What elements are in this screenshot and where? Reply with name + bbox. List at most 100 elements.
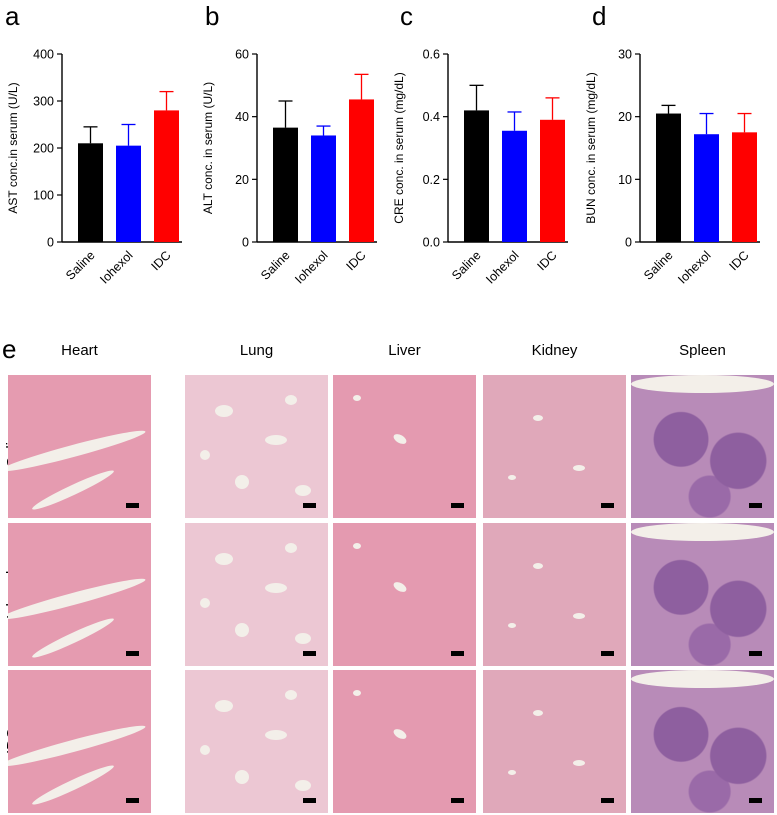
y-tick-label: 0.6 [423, 48, 440, 62]
bar-saline [273, 127, 298, 242]
y-tick-label: 30 [618, 48, 632, 62]
bar-idc [732, 132, 757, 242]
y-axis-label: BUN conc. in serum (mg/dL) [584, 72, 598, 223]
scale-bar [126, 651, 139, 656]
histology-idc-lung [185, 670, 328, 813]
scale-bar [451, 798, 464, 803]
histology-saline-liver [333, 375, 476, 518]
scale-bar [303, 651, 316, 656]
histology-idc-kidney [483, 670, 626, 813]
histology-idc-spleen [631, 670, 774, 813]
tissue-lumen [285, 395, 297, 405]
tissue-lumen [235, 475, 249, 489]
bar-iohexol [694, 134, 719, 242]
y-axis-label: CRE conc. in serum (mg/dL) [392, 72, 406, 223]
tissue-lumen [30, 761, 116, 809]
chart-a: a 0 100 200 300 400 AST conc.in serum (U/L) Sal… [5, 1, 182, 287]
tissue-lumen [533, 415, 543, 421]
category-label: Saline [63, 248, 98, 283]
tissue-lumen [235, 770, 249, 784]
histology-iohexol-spleen [631, 523, 774, 666]
panel-letter-d: d [592, 1, 606, 31]
column-header-heart: Heart [61, 342, 98, 359]
histology-saline-heart [8, 375, 151, 518]
y-tick-label: 0.0 [423, 236, 440, 250]
tissue-lumen [285, 543, 297, 553]
category-label: Iohexol [292, 248, 330, 286]
tissue-lumen [8, 573, 147, 625]
tissue-lumen [508, 623, 516, 628]
scale-bar [601, 503, 614, 508]
y-tick-label: 200 [33, 142, 54, 156]
tissue-lumen [508, 770, 516, 775]
tissue-lumen [295, 485, 311, 496]
column-header-kidney: Kidney [531, 342, 578, 359]
tissue-lumen [215, 405, 233, 417]
tissue-lumen [391, 727, 409, 741]
y-axis-label: AST conc.in serum (U/L) [6, 82, 20, 213]
tissue-lumen [30, 614, 116, 662]
scale-bar [303, 503, 316, 508]
histology-iohexol-lung [185, 523, 328, 666]
tissue-lumen [353, 395, 361, 401]
scale-bar [749, 798, 762, 803]
tissue-lumen [295, 780, 311, 791]
y-tick-label: 40 [235, 110, 249, 124]
tissue-lumen [573, 613, 585, 619]
category-label: IDC [343, 248, 368, 273]
bar-iohexol [502, 130, 527, 242]
tissue-lumen [631, 523, 774, 541]
category-label: Iohexol [97, 248, 135, 286]
y-tick-label: 20 [618, 110, 632, 124]
category-label: IDC [148, 248, 173, 273]
y-tick-label: 0.4 [423, 110, 440, 124]
scale-bar [749, 503, 762, 508]
histology-iohexol-liver [333, 523, 476, 666]
tissue-lumen [200, 598, 210, 608]
chart-b: b 0 20 40 60 ALT conc. in serum (U/L) Saline Io… [201, 1, 377, 287]
tissue-lumen [30, 466, 116, 514]
bar-iohexol [116, 145, 141, 242]
y-tick-label: 0 [625, 236, 632, 250]
bar-idc [349, 99, 374, 242]
tissue-lumen [235, 623, 249, 637]
panel-letter-a: a [5, 1, 20, 31]
tissue-lumen [295, 633, 311, 644]
scale-bar [451, 503, 464, 508]
tissue-lumen [573, 465, 585, 471]
tissue-lumen [631, 670, 774, 688]
bar-saline [78, 143, 103, 242]
y-tick-label: 0 [242, 236, 249, 250]
tissue-lumen [285, 690, 297, 700]
y-tick-label: 20 [235, 173, 249, 187]
bar-saline [464, 110, 489, 243]
y-tick-label: 10 [618, 173, 632, 187]
column-header-lung: Lung [239, 342, 274, 359]
tissue-lumen [265, 435, 287, 445]
tissue-lumen [533, 710, 543, 716]
bar-idc [540, 119, 565, 242]
chart-c: c 0.0 0.2 0.4 0.6 CRE conc. in serum (mg/dL) S… [392, 1, 568, 287]
y-tick-label: 60 [235, 48, 249, 62]
histology-saline-spleen [631, 375, 774, 518]
tissue-lumen [215, 553, 233, 565]
tissue-lumen [215, 700, 233, 712]
scale-bar [601, 798, 614, 803]
histology-saline-kidney [483, 375, 626, 518]
tissue-lumen [353, 543, 361, 549]
category-label: Saline [449, 248, 484, 283]
category-label: Iohexol [675, 248, 713, 286]
scale-bar [126, 503, 139, 508]
tissue-lumen [631, 375, 774, 393]
tissue-lumen [353, 690, 361, 696]
tissue-lumen [265, 583, 287, 593]
scale-bar [601, 651, 614, 656]
category-label: Saline [258, 248, 293, 283]
category-label: IDC [726, 248, 751, 273]
panel-letter-b: b [205, 1, 219, 31]
y-tick-label: 400 [33, 48, 54, 62]
column-header-liver: Liver [388, 342, 421, 359]
tissue-lumen [508, 475, 516, 480]
